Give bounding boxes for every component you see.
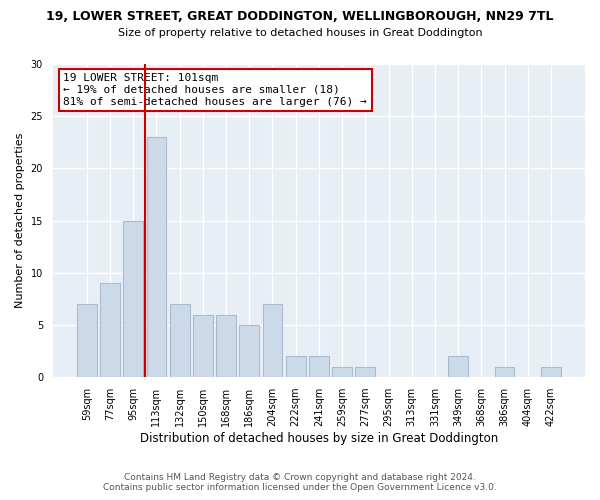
- Bar: [216, 314, 236, 377]
- Bar: [146, 137, 166, 377]
- Bar: [193, 314, 213, 377]
- Bar: [541, 367, 561, 377]
- Bar: [494, 367, 514, 377]
- Bar: [355, 367, 375, 377]
- Text: 19 LOWER STREET: 101sqm
← 19% of detached houses are smaller (18)
81% of semi-de: 19 LOWER STREET: 101sqm ← 19% of detache…: [64, 74, 367, 106]
- Bar: [263, 304, 283, 377]
- Bar: [77, 304, 97, 377]
- Bar: [286, 356, 305, 377]
- Text: 19, LOWER STREET, GREAT DODDINGTON, WELLINGBOROUGH, NN29 7TL: 19, LOWER STREET, GREAT DODDINGTON, WELL…: [46, 10, 554, 23]
- Text: Contains HM Land Registry data © Crown copyright and database right 2024.
Contai: Contains HM Land Registry data © Crown c…: [103, 473, 497, 492]
- Bar: [309, 356, 329, 377]
- Bar: [170, 304, 190, 377]
- Bar: [332, 367, 352, 377]
- Bar: [448, 356, 468, 377]
- Bar: [100, 284, 120, 377]
- Y-axis label: Number of detached properties: Number of detached properties: [15, 133, 25, 308]
- X-axis label: Distribution of detached houses by size in Great Doddington: Distribution of detached houses by size …: [140, 432, 498, 445]
- Bar: [239, 325, 259, 377]
- Text: Size of property relative to detached houses in Great Doddington: Size of property relative to detached ho…: [118, 28, 482, 38]
- Bar: [124, 220, 143, 377]
